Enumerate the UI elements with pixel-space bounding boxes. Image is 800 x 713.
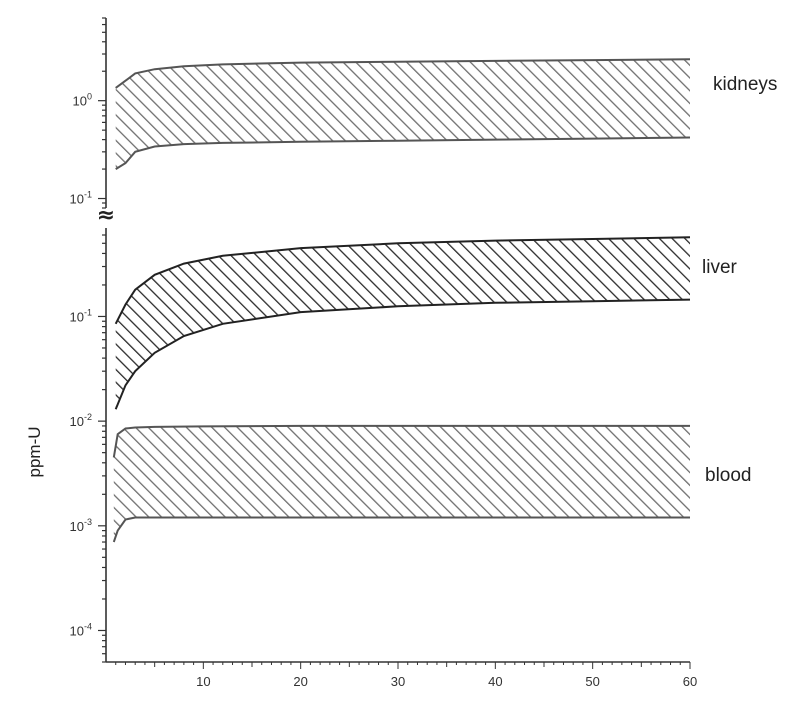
blood-lower-line [112,516,690,543]
y-tick-label: 10-2 [70,412,92,429]
axes: 100 10-1 10-1 10-2 10-3 10-4 ≈10 20 30 40 50 60 [70,17,697,689]
kidneys-label: kidneys [713,74,777,95]
liver-band [115,237,690,410]
x-tick-label: 10 [196,674,210,689]
kidneys-lower-line [115,136,691,170]
y-tick-label: 100 [73,92,92,109]
liver-lower-line [114,298,691,410]
x-tick-label: 40 [488,674,502,689]
x-tick-label: 20 [293,674,307,689]
y-tick-label: 10-4 [70,621,92,638]
blood-band [113,425,691,542]
x-tick-label: 50 [585,674,599,689]
blood-label: blood [705,465,752,486]
liver-upper-line [114,236,691,325]
axis-break-symbol: ≈ [97,203,115,228]
y-tick-label: 10-1 [70,190,92,207]
liver-label: liver [702,257,738,278]
kidneys-upper-line [115,58,691,89]
kidneys-band [115,59,690,170]
blood-upper-line [112,424,690,458]
y-axis-label: ppm-U [25,426,44,477]
x-tick-label: 30 [391,674,405,689]
y-tick-label: 10-3 [70,517,92,534]
x-tick-label: 60 [683,674,697,689]
y-tick-label: 10-1 [70,307,92,324]
plot-area: kidneys liver blood [112,58,777,543]
